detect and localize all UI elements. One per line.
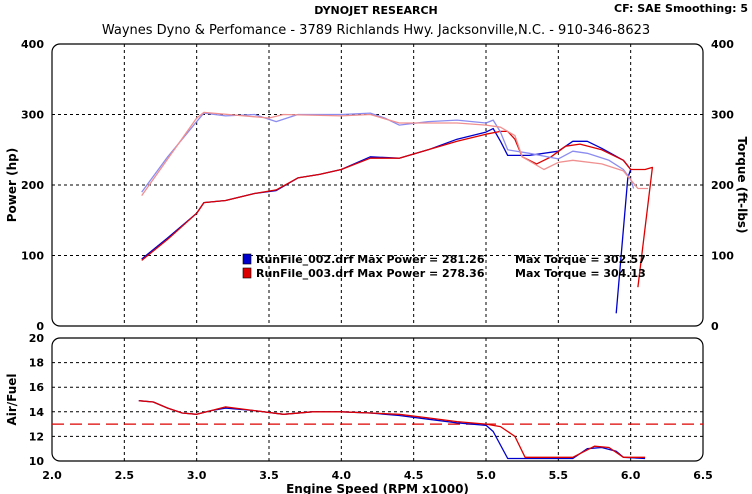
x-tick-label: 6.0: [621, 469, 641, 482]
y-tick-label: 10: [29, 455, 45, 468]
series-line-runfile-003-afr: [138, 400, 646, 458]
x-tick-label: 3.0: [187, 469, 207, 482]
legend-max-torque: Max Torque = 304.13: [515, 267, 646, 280]
series-line-runfile-003-power: [141, 130, 654, 288]
y-tick-label: 14: [29, 406, 45, 419]
y-tick-label: 12: [29, 430, 44, 443]
x-tick-label: 5.5: [549, 469, 569, 482]
y-axis-label: Power (hp): [5, 148, 19, 222]
shop-title: Waynes Dyno & Perfomance - 3789 Richland…: [102, 23, 650, 38]
x-tick-label: 4.0: [332, 469, 352, 482]
settings-label: CF: SAE Smoothing: 5: [614, 2, 748, 15]
y-tick-label: 16: [29, 381, 45, 394]
y-right-tick-label: 100: [711, 250, 734, 263]
brand-title: DYNOJET RESEARCH: [314, 4, 437, 17]
x-tick-label: 2.0: [42, 469, 62, 482]
x-tick-label: 4.5: [404, 469, 424, 482]
x-tick-label: 6.5: [693, 469, 713, 482]
y-tick-label: 0: [36, 320, 44, 333]
y-right-tick-label: 400: [711, 38, 734, 51]
y-tick-label: 100: [21, 250, 44, 263]
y-tick-label: 20: [29, 332, 45, 345]
legend-max-torque: Max Torque = 302.57: [515, 253, 646, 266]
x-tick-label: 3.5: [259, 469, 279, 482]
legend: RunFile_002.drf Max Power = 281.26 Max To…: [242, 253, 646, 280]
y-right-tick-label: 300: [711, 109, 734, 122]
legend-swatch: [242, 267, 252, 279]
x-axis-label: Engine Speed (RPM x1000): [286, 482, 469, 494]
series-line-runfile-003-torque: [141, 111, 648, 196]
y-tick-label: 300: [21, 109, 44, 122]
legend-label: RunFile_003.drf Max Power = 278.36: [256, 267, 485, 280]
plot-frame: [51, 337, 704, 462]
y-tick-label: 200: [21, 179, 44, 192]
x-tick-label: 2.5: [115, 469, 135, 482]
x-tick-label: 5.0: [476, 469, 496, 482]
y-right-tick-label: 200: [711, 179, 734, 192]
y-right-axis-label: Torque (ft-lbs): [735, 137, 749, 234]
legend-swatch: [242, 253, 252, 265]
y-right-tick-label: 0: [711, 320, 719, 333]
y-tick-label: 400: [21, 38, 44, 51]
legend-label: RunFile_002.drf Max Power = 281.26: [256, 253, 485, 266]
series-line-runfile-002-torque: [141, 112, 635, 193]
y-axis-label: Air/Fuel: [5, 373, 19, 425]
y-tick-label: 18: [29, 357, 44, 370]
